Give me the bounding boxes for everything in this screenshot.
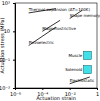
y-axis-line — [13, 4, 16, 89]
chart: 10⁻⁶10⁻⁴10⁻²110⁻³10⁻¹1010³Actuation stra… — [0, 0, 100, 101]
x-tick: 10⁻⁶ — [10, 88, 21, 97]
y-tick-mark — [13, 60, 15, 61]
x-tick-mark — [42, 88, 43, 90]
region — [83, 65, 91, 74]
y-tick-mark — [13, 88, 15, 89]
series-label: Thermal expansion (ΔT=100K) — [28, 7, 91, 12]
labels: Thermal expansion (ΔT=100K)Shape memory … — [28, 7, 100, 83]
marks — [29, 9, 92, 84]
series-label: Piezoelectric — [29, 40, 54, 45]
y-tick: 10³ — [2, 0, 15, 6]
y-axis: 10⁻³10⁻¹1010³ — [0, 0, 16, 91]
y-tick-mark — [13, 31, 15, 32]
series-label: Electrostatic — [70, 78, 95, 83]
y-tick-mark — [13, 3, 15, 4]
series-label: Magnetostrictive — [42, 26, 76, 31]
y-tick-label: 10⁻³ — [0, 85, 10, 91]
x-tick-mark — [97, 88, 98, 90]
y-tick-label: 10³ — [2, 0, 10, 6]
x-tick-label: 1 — [96, 91, 99, 97]
x-tick: 1 — [96, 88, 99, 97]
x-tick-label: 10⁻⁶ — [10, 91, 21, 97]
y-tick: 10⁻³ — [0, 85, 15, 91]
y-axis-title: Actuation stress (MPa) — [0, 18, 5, 74]
x-tick-mark — [70, 88, 71, 90]
y-tick: 10 — [4, 28, 15, 34]
x-axis-title: Actuation strain — [36, 95, 76, 101]
x-axis-line — [16, 89, 98, 91]
region — [83, 51, 91, 60]
series-label: Shape memory alloy — [70, 13, 100, 18]
series-label: Muscle — [68, 53, 82, 58]
series-label: Solenoid — [65, 67, 83, 72]
